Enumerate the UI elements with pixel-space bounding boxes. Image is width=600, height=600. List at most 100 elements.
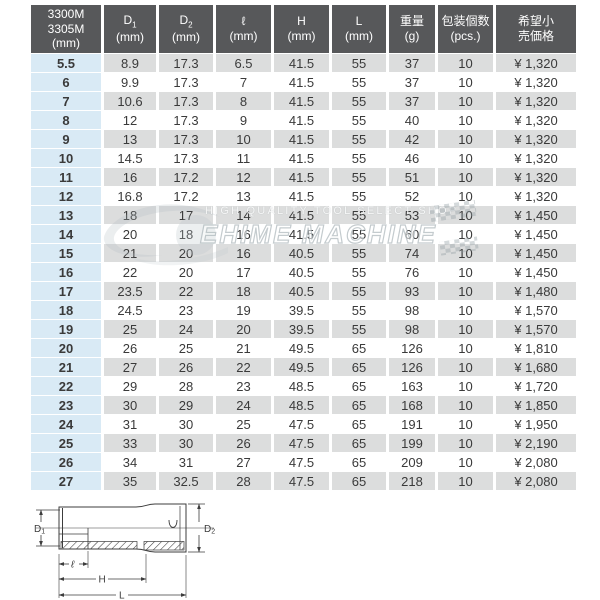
value-cell: 163 [389, 377, 435, 395]
value-cell: 55 [332, 206, 386, 224]
value-cell: 65 [332, 396, 386, 414]
value-cell: 55 [332, 73, 386, 91]
value-cell: 21 [216, 339, 271, 357]
value-cell: 10.6 [104, 92, 156, 110]
hole-depth-label: ℓ [70, 560, 75, 571]
value-cell: 16 [216, 225, 271, 243]
value-cell: 17.3 [159, 54, 213, 72]
value-cell: 55 [332, 54, 386, 72]
column-header-d1: D1 (mm) [104, 5, 156, 53]
model-number-line2: 3305M [47, 21, 85, 36]
value-cell: 47.5 [274, 453, 329, 471]
value-cell: 25 [216, 415, 271, 433]
table-row: 18 24.5 23 19 39.5 55 98 10 ¥ 1,570 [31, 301, 576, 319]
value-cell: 23 [159, 301, 213, 319]
value-cell: 37 [389, 92, 435, 110]
d1-label: D1 [34, 524, 45, 536]
value-cell: ¥ 1,450 [496, 263, 576, 281]
table-row: 23 30 29 24 48.5 65 168 10 ¥ 1,850 [31, 396, 576, 414]
value-cell: 14.5 [104, 149, 156, 167]
table-row: 25 33 30 26 47.5 65 199 10 ¥ 2,190 [31, 434, 576, 452]
value-cell: 24 [159, 320, 213, 338]
size-cell: 23 [31, 396, 101, 414]
table-row: 5.5 8.9 17.3 6.5 41.5 55 37 10 ¥ 1,320 [31, 54, 576, 72]
value-cell: 29 [104, 377, 156, 395]
value-cell: 10 [438, 54, 493, 72]
value-cell: 55 [332, 92, 386, 110]
value-cell: ¥ 1,320 [496, 130, 576, 148]
size-cell: 17 [31, 282, 101, 300]
value-cell: 48.5 [274, 377, 329, 395]
h-label: H [99, 575, 106, 586]
value-cell: 41.5 [274, 111, 329, 129]
value-cell: 33 [104, 434, 156, 452]
value-cell: 18 [159, 225, 213, 243]
value-cell: 17.2 [159, 168, 213, 186]
value-cell: 23 [216, 377, 271, 395]
table-row: 9 13 17.3 10 41.5 55 42 10 ¥ 1,320 [31, 130, 576, 148]
value-cell: 37 [389, 54, 435, 72]
value-cell: ¥ 1,570 [496, 301, 576, 319]
table-row: 6 9.9 17.3 7 41.5 55 37 10 ¥ 1,320 [31, 73, 576, 91]
size-cell: 21 [31, 358, 101, 376]
value-cell: 12 [104, 111, 156, 129]
value-cell: 65 [332, 358, 386, 376]
value-cell: 32.5 [159, 472, 213, 490]
model-number-line1: 3300M [47, 7, 85, 22]
value-cell: 46 [389, 149, 435, 167]
value-cell: ¥ 1,950 [496, 415, 576, 433]
size-cell: 14 [31, 225, 101, 243]
value-cell: ¥ 1,850 [496, 396, 576, 414]
value-cell: 47.5 [274, 415, 329, 433]
socket-dimension-diagram: D1 D2 ℓ H [34, 503, 215, 600]
value-cell: 17.2 [159, 187, 213, 205]
value-cell: 10 [438, 434, 493, 452]
value-cell: 16.8 [104, 187, 156, 205]
table-row: 16 22 20 17 40.5 55 76 10 ¥ 1,450 [31, 263, 576, 281]
value-cell: 10 [438, 244, 493, 262]
value-cell: ¥ 1,450 [496, 225, 576, 243]
value-cell: ¥ 1,450 [496, 206, 576, 224]
value-cell: 55 [332, 320, 386, 338]
table-row: 12 16.8 17.2 13 41.5 55 52 10 ¥ 1,320 [31, 187, 576, 205]
value-cell: 20 [159, 263, 213, 281]
table-row: 10 14.5 17.3 11 41.5 55 46 10 ¥ 1,320 [31, 149, 576, 167]
value-cell: 41.5 [274, 92, 329, 110]
value-cell: 51 [389, 168, 435, 186]
value-cell: 65 [332, 415, 386, 433]
value-cell: 25 [104, 320, 156, 338]
value-cell: 191 [389, 415, 435, 433]
value-cell: 10 [438, 187, 493, 205]
value-cell: 22 [216, 358, 271, 376]
column-header-l: L (mm) [332, 5, 386, 53]
l-label: L [119, 591, 125, 600]
value-cell: 39.5 [274, 301, 329, 319]
table-row: 7 10.6 17.3 8 41.5 55 37 10 ¥ 1,320 [31, 92, 576, 110]
value-cell: 10 [438, 263, 493, 281]
size-cell: 26 [31, 453, 101, 471]
size-cell: 13 [31, 206, 101, 224]
value-cell: 65 [332, 472, 386, 490]
value-cell: 10 [438, 282, 493, 300]
table-row: 15 21 20 16 40.5 55 74 10 ¥ 1,450 [31, 244, 576, 262]
value-cell: 9.9 [104, 73, 156, 91]
value-cell: 65 [332, 377, 386, 395]
value-cell: 41.5 [274, 130, 329, 148]
value-cell: 60 [389, 225, 435, 243]
table-row: 24 31 30 25 47.5 65 191 10 ¥ 1,950 [31, 415, 576, 433]
value-cell: 20 [159, 244, 213, 262]
value-cell: 13 [104, 130, 156, 148]
value-cell: 11 [216, 149, 271, 167]
value-cell: 41.5 [274, 73, 329, 91]
value-cell: ¥ 1,320 [496, 149, 576, 167]
value-cell: 29 [159, 396, 213, 414]
value-cell: 17.3 [159, 111, 213, 129]
value-cell: 30 [104, 396, 156, 414]
value-cell: 41.5 [274, 54, 329, 72]
size-cell: 7 [31, 92, 101, 110]
size-cell: 24 [31, 415, 101, 433]
value-cell: 26 [104, 339, 156, 357]
value-cell: 28 [216, 472, 271, 490]
value-cell: 30 [159, 434, 213, 452]
value-cell: 41.5 [274, 225, 329, 243]
